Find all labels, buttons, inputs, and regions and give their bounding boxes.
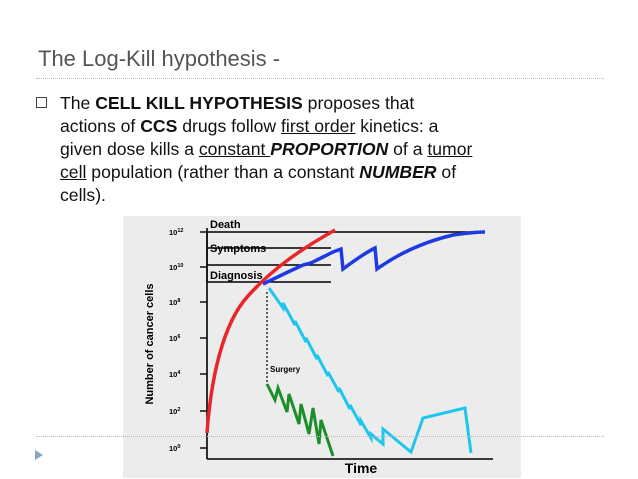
text-span: drugs follow (177, 116, 282, 136)
text-span: population (rather than a constant (86, 162, 360, 182)
text-span: kinetics: a (355, 116, 439, 136)
figure-panel-background (123, 208, 521, 478)
slide-title: The Log-Kill hypothesis - (38, 46, 281, 71)
y-axis-label: Number of cancer cells (144, 283, 156, 404)
bullet-line-5: cells). (60, 184, 608, 207)
bullet-line-4: cell population (rather than a constant … (60, 161, 608, 184)
inadequate-treatment-curve (262, 230, 486, 286)
text-span: actions of (60, 116, 141, 136)
y-tick-1e0: 100 (169, 444, 180, 453)
bullet-line-2: actions of CCS drugs follow first order … (60, 115, 608, 138)
chemotherapy-curve (267, 287, 473, 455)
surgery-chemotherapy-curve (265, 382, 335, 457)
underline-span: tumor (427, 139, 473, 159)
y-tick-1e4: 104 (169, 370, 181, 379)
text-span: The (60, 93, 96, 113)
bullet-line-3: given dose kills a constant PROPORTION o… (60, 138, 608, 161)
stage-label-death: Death (210, 219, 241, 231)
bold-span: CELL KILL HYPOTHESIS (95, 93, 303, 113)
untreated-growth-curve (205, 228, 336, 434)
y-tick-1e6: 106 (169, 334, 180, 343)
log-kill-figure: Number of cancer cells 1012 1010 108 106… (123, 208, 521, 478)
text-span: of (436, 162, 457, 182)
text-span: of a (388, 139, 428, 159)
title-divider (36, 78, 604, 79)
bold-italic-span: NUMBER (359, 162, 437, 182)
y-tick-marks (200, 231, 207, 449)
surgery-label: Surgery (270, 365, 301, 374)
bullet-line-1: The CELL KILL HYPOTHESIS proposes that (60, 92, 608, 115)
stage-label-symptoms: Symptoms (210, 243, 266, 255)
y-tick-1e10: 1010 (169, 263, 183, 272)
text-span: cells). (60, 185, 106, 205)
corner-arrow-shape (35, 450, 43, 460)
text-span: given dose kills a (60, 139, 199, 159)
underline-span: constant (198, 139, 271, 159)
underline-span: cell (60, 162, 87, 182)
y-tick-1e2: 102 (169, 407, 180, 416)
text-span: proposes that (302, 93, 415, 113)
underline-span: first order (281, 116, 356, 136)
footer-divider (36, 436, 604, 437)
bullet-text: The CELL KILL HYPOTHESIS proposes that a… (60, 92, 608, 207)
x-axis-label: Time (345, 460, 378, 476)
bullet-box-icon (36, 97, 47, 108)
stage-label-diagnosis: Diagnosis (210, 270, 263, 282)
y-tick-1e8: 108 (169, 298, 180, 307)
bold-italic-span: PROPORTION (270, 139, 389, 159)
bold-span: CCS (140, 116, 178, 136)
corner-arrow-icon (35, 450, 43, 460)
y-tick-1e12: 1012 (169, 228, 183, 237)
figure-top-strip (123, 208, 521, 216)
